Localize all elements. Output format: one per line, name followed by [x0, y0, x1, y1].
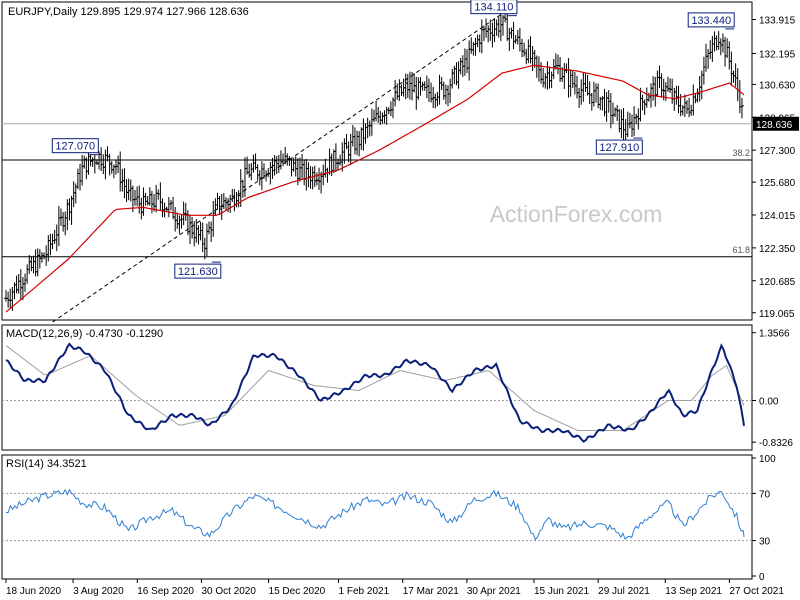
rsi-panel-frame [1, 454, 753, 580]
price-axis-label: 133.915 [759, 16, 796, 27]
price-callout: 121.630 [174, 261, 222, 279]
rsi-axis-label: 70 [759, 489, 771, 500]
macd-main-line [5, 342, 745, 443]
date-axis-label: 13 Sep 2021 [665, 586, 722, 597]
price-axis-label: 125.680 [759, 178, 796, 189]
price-levels: 38.2 61.8 [2, 123, 752, 258]
rsi-title: RSI(14) 34.3521 [6, 458, 87, 470]
date-axis-label: 17 Mar 2021 [403, 586, 460, 597]
callout-label: 121.630 [178, 266, 218, 278]
macd-axis-label: 0.00 [759, 397, 779, 408]
callout-label: 134.110 [474, 2, 513, 14]
rsi-axis-label: 0 [759, 572, 765, 583]
date-axis-label: 15 Jun 2021 [534, 586, 589, 597]
date-axis-label: 27 Oct 2021 [729, 586, 784, 597]
date-axis-label: 30 Oct 2020 [201, 586, 256, 597]
macd-panel: MACD(12,26,9) -0.4730 -0.1290 1.3566 0.00… [1, 324, 793, 451]
price-axis-label: 119.065 [759, 309, 795, 320]
price-bars-layer [4, 8, 744, 311]
date-axis-label: 1 Feb 2021 [339, 586, 390, 597]
macd-lines-layer [2, 342, 752, 443]
macd-title: MACD(12,26,9) -0.4730 -0.1290 [6, 328, 163, 340]
date-axis: 18 Jun 2020 3 Aug 2020 16 Sep 2020 30 Oct 2… [5, 579, 784, 597]
price-bar [739, 97, 744, 119]
price-axis-label: 124.015 [759, 211, 796, 222]
price-panel-frame [1, 1, 753, 321]
callout-label: 127.070 [55, 141, 95, 153]
price-callout: 127.910 [595, 137, 643, 155]
price-callout: 127.070 [51, 138, 99, 156]
watermark: ActionForex.com [490, 201, 663, 227]
rsi-panel: RSI(14) 34.3521 100 70 30 0 [1, 454, 776, 583]
price-axis: 133.915132.195130.630128.965127.300125.6… [752, 16, 799, 320]
date-axis-label: 30 Apr 2021 [467, 586, 521, 597]
price-callout: 134.110 [470, 0, 518, 17]
macd-signal-line [5, 345, 745, 431]
macd-axis-label: 1.3566 [759, 329, 790, 340]
rsi-line-layer [2, 488, 752, 542]
callout-label: 127.910 [599, 142, 639, 154]
price-axis-label: 122.350 [759, 244, 796, 255]
price-axis-label: 132.195 [759, 49, 796, 60]
current-price-badge: 128.636 [753, 116, 799, 131]
date-axis-label: 29 Jul 2021 [598, 586, 650, 597]
price-chart-title: EURJPY,Daily 129.895 129.974 127.966 128… [8, 6, 249, 18]
moving-average-line [5, 64, 745, 313]
rsi-axis-label: 100 [759, 454, 776, 465]
moving-average-layer [5, 64, 745, 313]
price-panel: EURJPY,Daily 129.895 129.974 127.966 128… [1, 0, 799, 323]
price-axis-label: 130.630 [759, 80, 796, 91]
macd-axis-label: -0.8326 [759, 438, 793, 449]
price-axis-label: 127.300 [759, 146, 796, 157]
rsi-axis-label: 30 [759, 537, 771, 548]
rsi-line [6, 488, 745, 541]
date-axis-label: 18 Jun 2020 [6, 586, 61, 597]
date-axis-label: 15 Dec 2020 [269, 586, 326, 597]
callout-layer: 127.070 121.630 134.110 127.910 133.440 [51, 0, 735, 279]
date-axis-label: 16 Sep 2020 [137, 586, 194, 597]
macd-axis: 1.3566 0.00 -0.8326 [752, 329, 793, 449]
callout-label: 133.440 [691, 15, 731, 27]
date-axis-label: 3 Aug 2020 [73, 586, 124, 597]
price-callout: 133.440 [687, 12, 735, 30]
price-axis-label: 120.685 [759, 277, 796, 288]
fib-level-label: 38.2 [732, 148, 750, 158]
fib-level-label: 61.8 [732, 245, 750, 255]
current-price-label: 128.636 [756, 120, 793, 131]
rsi-axis: 100 70 30 0 [752, 454, 776, 583]
